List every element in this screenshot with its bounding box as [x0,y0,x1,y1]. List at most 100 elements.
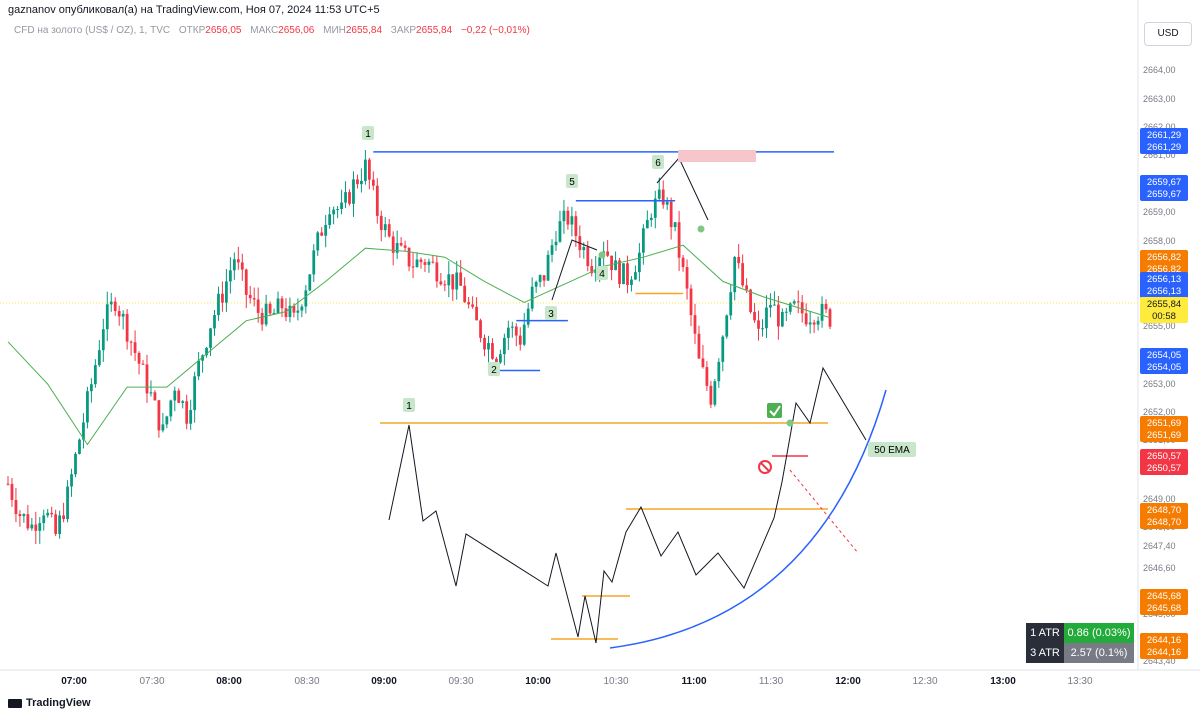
change-value: −0,22 (−0,01%) [460,25,530,36]
candle-body [443,284,447,286]
candle-body [645,220,649,229]
candle-body [673,222,677,228]
candle-body [38,523,42,531]
svg-text:50 EMA: 50 EMA [874,445,910,456]
low-label: МИН [323,25,346,36]
candle-body [510,326,514,328]
candle-body [554,241,558,246]
candle-body [86,391,89,423]
candle-body [97,350,101,366]
schematic-label-1: 1 [403,398,415,412]
candle-body [42,515,46,524]
candle-body [141,363,145,365]
svg-text:5: 5 [569,177,575,188]
symbol-legend: CFD на золото (US$ / OZ), 1, TVC ОТКР265… [14,25,530,36]
x-tick-label: 07:00 [61,676,87,687]
candle-body [205,347,208,356]
candle-body [606,251,610,256]
svg-text:4: 4 [599,269,605,280]
x-tick-label: 11:30 [759,676,784,687]
candle-body [415,259,419,267]
candle-body [471,304,474,307]
candle-body [113,301,117,312]
tradingview-logo-text: TradingView [26,697,91,709]
wave-label-2: 2 [488,362,500,376]
currency-button[interactable]: USD [1144,22,1192,46]
candle-body [316,232,320,251]
svg-text:2656,13: 2656,13 [1147,286,1181,297]
candle-body [610,255,613,271]
svg-text:2650,57: 2650,57 [1147,451,1181,462]
candle-body [542,275,546,281]
candle-body [209,328,212,348]
x-tick-label: 08:00 [216,676,242,687]
svg-text:1: 1 [406,401,412,412]
high-label: МАКС [250,25,279,36]
candle-body [264,303,268,325]
candle-body [689,288,693,316]
check-icon [767,403,782,418]
candle-body [681,257,685,268]
candle-body [590,266,594,274]
candle-body [105,304,109,330]
candle-body [292,305,296,313]
candle-body [364,159,367,181]
candle-body [356,179,359,185]
candle-body [788,303,792,312]
candle-body [240,262,244,270]
y-tick-label: 2661,00 [1143,150,1176,160]
candle-body [58,515,62,534]
svg-text:2659,67: 2659,67 [1147,177,1181,188]
candle-body [201,355,204,361]
candle-body [379,215,383,231]
svg-text:2661,29: 2661,29 [1147,142,1181,153]
candle-body [78,439,81,454]
candle-body [455,272,459,290]
x-tick-label: 10:30 [603,676,628,687]
symbol-name[interactable]: CFD на золото (US$ / OZ), 1, TVC [14,25,171,36]
candle-body [117,311,121,317]
candle-body [236,259,240,263]
candle-body [685,267,689,289]
arrow-wave-3-4 [551,239,598,301]
candle-body [14,499,18,515]
candle-body [530,286,534,309]
candle-body [812,322,816,325]
publisher-header: gaznanov опубликовал(а) на TradingView.c… [8,4,380,16]
candle-body [181,401,185,403]
svg-text:2654,05: 2654,05 [1147,362,1181,373]
atr-1-value: 0.86 (0.03%) [1064,623,1134,643]
svg-text:2656,82: 2656,82 [1147,252,1181,263]
candle-body [90,384,93,392]
svg-text:2645,68: 2645,68 [1147,603,1181,614]
y-tick-label: 2655,00 [1143,321,1176,331]
candle-body [626,263,629,285]
tradingview-logo[interactable]: TradingView [8,697,91,709]
candle-body [816,320,820,325]
candle-body [137,352,141,364]
candle-body [228,270,232,282]
schematic-price-path [388,366,867,644]
candle-body [435,262,439,282]
candle-body [18,514,22,517]
candle-body [514,326,518,336]
candle-body [296,310,300,313]
check-icon-mark [769,405,781,417]
candle-body [125,313,129,342]
candle-body [824,303,828,310]
x-axis-ticks: 07:00 07:30 08:00 08:30 09:00 09:30 10:00 10:30… [61,676,1093,687]
candle-body [634,272,637,280]
candle-body [387,224,391,237]
candle-body [522,324,526,345]
candle-body [252,298,256,300]
candle-body [808,322,812,325]
candle-body [70,474,73,487]
